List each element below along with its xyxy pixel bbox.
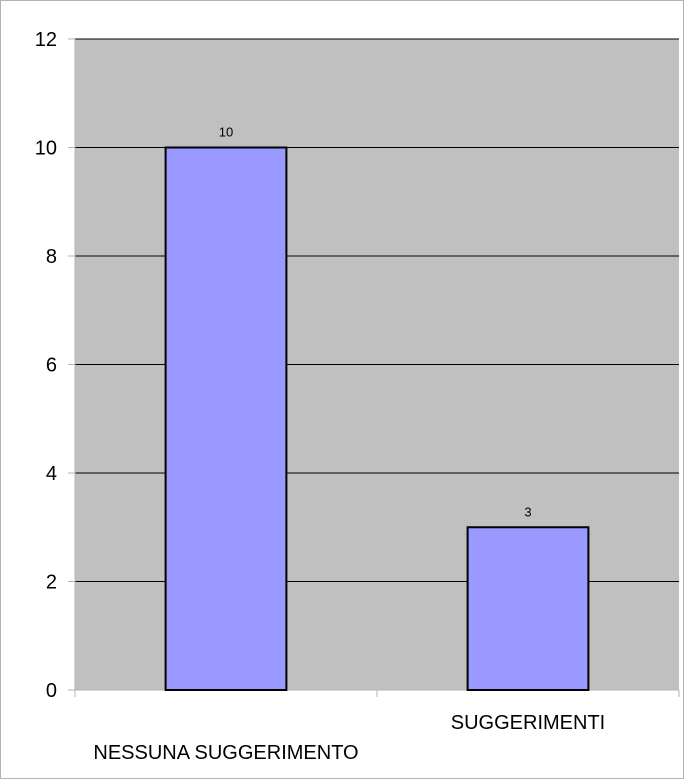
bars [164, 146, 590, 691]
y-tick-label: 8 [46, 246, 57, 268]
y-tick-label: 6 [46, 355, 57, 377]
data-labels: 10 3 [219, 125, 532, 520]
y-tick-label: 0 [46, 680, 57, 702]
y-axis-tick-labels: 0 2 4 6 8 10 12 [35, 29, 57, 702]
bar-0 [164, 146, 288, 691]
category-label: SUGGERIMENTI [451, 712, 605, 734]
category-labels: NESSUNA SUGGERIMENTO SUGGERIMENTI [93, 712, 605, 764]
bar-1 [466, 526, 590, 691]
y-tick-label: 4 [46, 463, 57, 485]
bar-value-label: 10 [219, 125, 233, 140]
category-label: NESSUNA SUGGERIMENTO [93, 742, 358, 764]
bar-value-label: 3 [524, 504, 531, 519]
y-tick-label: 2 [46, 572, 57, 594]
y-tick-label: 10 [35, 138, 57, 160]
y-tick-label: 12 [35, 29, 57, 51]
